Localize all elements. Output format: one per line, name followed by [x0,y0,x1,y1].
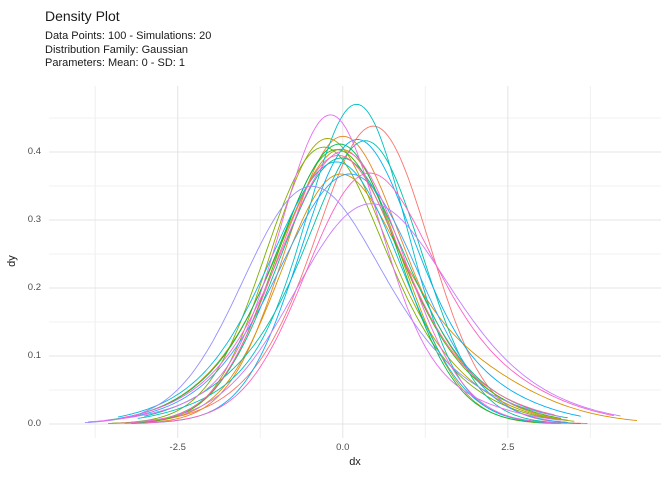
y-tick-label: 0.4 [27,146,41,158]
density-curve-sim-19 [144,172,614,424]
density-curve-sim-05 [124,138,575,424]
density-curve-sim-20 [107,154,555,424]
density-curve-sim-14 [111,173,568,423]
x-tick-label: 2.5 [501,442,515,453]
density-curve-sim-02 [131,135,568,424]
y-tick-label: 0.0 [27,418,41,430]
plot-title: Density Plot [45,8,120,24]
y-axis-title: dy [6,255,18,267]
density-curve-sim-08 [104,143,548,424]
y-tick-label: 0.1 [27,350,41,362]
subtitle-line-distribution-family: Distribution Family: Gaussian [45,43,189,56]
subtitle-line-data-points: Data Points: 100 - Simulations: 20 [45,30,212,42]
x-tick-label: 0.0 [336,442,350,453]
y-tick-label: 0.3 [27,214,41,226]
density-curve-sim-18 [124,150,568,424]
x-axis-title: dx [349,456,361,468]
subtitle-line-parameters: Parameters: Mean: 0 - SD: 1 [45,57,185,70]
x-tick-label: -2.5 [169,442,186,453]
density-curve-sim-17 [88,114,562,423]
density-curve-sim-16 [131,203,621,423]
density-curve-sim-15 [84,185,562,424]
plot-subtitle: Data Points: 100 - Simulations: 20 Distr… [45,30,211,71]
density-curve-sim-07 [131,149,562,424]
density-curve-sim-12 [117,161,555,424]
y-tick-label: 0.2 [27,282,41,294]
density-curve-sim-01 [117,125,588,424]
